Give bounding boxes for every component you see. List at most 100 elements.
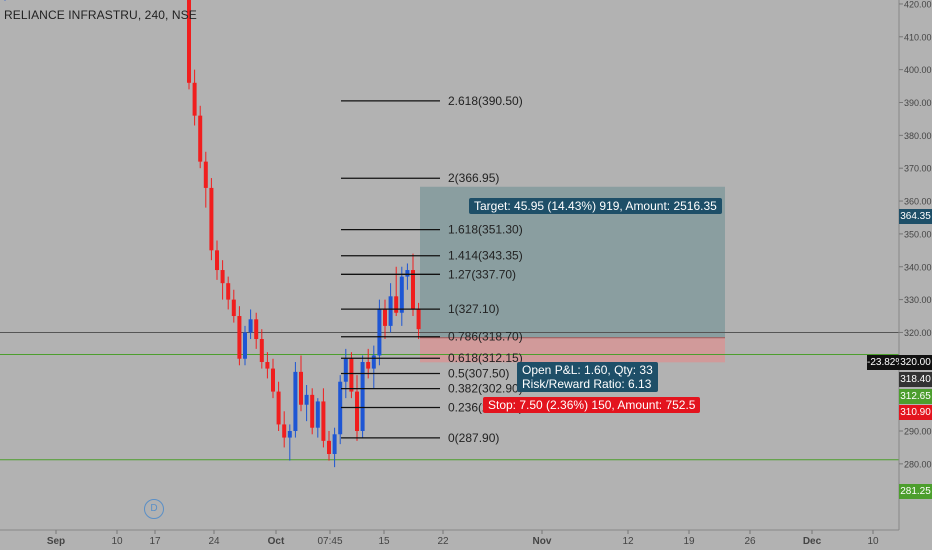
candle-body-37	[371, 355, 376, 369]
candle-35	[360, 355, 365, 438]
candle-body-25	[304, 394, 309, 405]
candle-body-29	[327, 440, 331, 454]
candle-21	[282, 411, 287, 448]
fib-label-5: 1(327.10)	[448, 302, 499, 316]
candle-4	[187, 0, 191, 90]
candle-body-26	[310, 394, 315, 428]
support-upper-tag: 312.65	[899, 389, 932, 404]
candle-15	[248, 309, 253, 340]
fib-label-1: 2(366.95)	[448, 171, 499, 185]
candle-11	[226, 276, 231, 310]
y-tick-label-6: 340.00	[904, 262, 932, 272]
fib-label-6: 0.786(318.70)	[448, 330, 523, 344]
candle-body-17	[259, 339, 264, 363]
candle-38	[377, 299, 382, 366]
fib-label-0: 2.618(390.50)	[448, 94, 523, 108]
candle-body-38	[377, 309, 382, 356]
candle-body-30	[332, 434, 337, 454]
change-percent-tag: -23.82%	[867, 355, 905, 370]
x-tick-label-10: 19	[683, 536, 695, 547]
support-lower-tag: 281.25	[899, 484, 932, 499]
fib-label-9: 0.382(302.90)	[448, 382, 523, 396]
target-label: Target: 45.95 (14.43%) 919, Amount: 2516…	[469, 198, 722, 214]
candle-body-40	[388, 296, 393, 326]
candle-body-9	[215, 250, 219, 271]
candle-40	[388, 283, 393, 333]
candle-body-32	[343, 358, 348, 382]
symbol-title[interactable]: RELIANCE INFRASTRU, 240, NSE	[4, 8, 197, 22]
candle-body-34	[355, 391, 359, 431]
x-tick-label-11: 26	[744, 536, 756, 547]
fib-label-2: 1.618(351.30)	[448, 223, 523, 237]
candle-28	[321, 388, 326, 448]
candle-body-28	[321, 401, 326, 441]
current-price-tag: 320.00	[899, 355, 932, 370]
fib-label-11: 0(287.90)	[448, 431, 499, 445]
price-axis	[899, 0, 932, 550]
x-tick-label-7: 22	[437, 536, 449, 547]
candle-body-36	[366, 362, 371, 369]
candle-body-12	[231, 299, 236, 317]
candle-body-24	[299, 371, 303, 405]
candle-body-6	[198, 115, 203, 162]
candle-41	[394, 266, 399, 317]
candle-18	[265, 352, 270, 379]
stop-price-tag: 310.90	[899, 405, 932, 420]
candle-14	[243, 325, 247, 366]
x-tick-label-4: Oct	[268, 536, 285, 547]
candle-body-39	[383, 309, 387, 326]
candle-0	[4, 0, 6, 1]
y-tick-label-1: 290.00	[904, 427, 932, 437]
candle-13	[237, 306, 242, 366]
candle-body-31	[338, 381, 343, 435]
candle-26	[310, 388, 315, 435]
x-tick-label-5: 07:45	[317, 536, 342, 547]
candle-body-41	[394, 296, 399, 313]
candle-30	[332, 427, 337, 468]
candle-24	[299, 355, 303, 412]
x-tick-label-12: Dec	[803, 536, 822, 547]
stop-zone	[420, 337, 725, 363]
y-tick-label-9: 370.00	[904, 164, 932, 174]
open-pnl-text: Open P&L: 1.60, Qty: 33	[522, 363, 653, 377]
candle-8	[209, 178, 214, 261]
candle-body-5	[192, 82, 197, 116]
fib-label-8: 0.5(307.50)	[448, 367, 509, 381]
candle-12	[231, 289, 236, 323]
candle-body-27	[315, 401, 320, 428]
horizontal-lines	[0, 331, 899, 461]
candle-body-8	[209, 187, 214, 251]
candle-body-33	[349, 358, 354, 392]
y-tick-label-5: 330.00	[904, 295, 932, 305]
candle-42	[399, 266, 404, 326]
candle-16	[254, 312, 259, 349]
pnl-label: Open P&L: 1.60, Qty: 33 Risk/Reward Rati…	[517, 362, 658, 392]
candle-29	[327, 431, 331, 461]
x-tick-label-13: 10	[867, 536, 879, 547]
candle-31	[338, 375, 343, 445]
candle-6	[198, 105, 203, 169]
dividend-badge[interactable]: D	[144, 499, 164, 519]
fib-label-4: 1.27(337.70)	[448, 267, 516, 281]
candle-body-14	[243, 332, 247, 359]
y-tick-label-10: 380.00	[904, 131, 932, 141]
candle-44	[411, 253, 415, 317]
candle-body-15	[248, 319, 253, 333]
x-tick-label-0: Sep	[47, 536, 65, 547]
candle-33	[349, 352, 354, 399]
candle-body-21	[282, 424, 287, 438]
candle-39	[383, 299, 387, 340]
x-tick-label-6: 15	[378, 536, 390, 547]
candle-23	[293, 362, 298, 438]
candle-body-11	[226, 283, 231, 300]
candle-27	[315, 398, 320, 438]
stop-label: Stop: 7.50 (2.36%) 150, Amount: 752.5	[483, 397, 701, 413]
last-price-tag: 318.40	[899, 372, 932, 387]
candle-25	[304, 385, 309, 422]
fib-label-3: 1.414(343.35)	[448, 249, 523, 263]
fib-label-7: 0.618(312.15)	[448, 351, 523, 365]
candle-19	[271, 358, 275, 399]
candle-20	[276, 381, 281, 431]
